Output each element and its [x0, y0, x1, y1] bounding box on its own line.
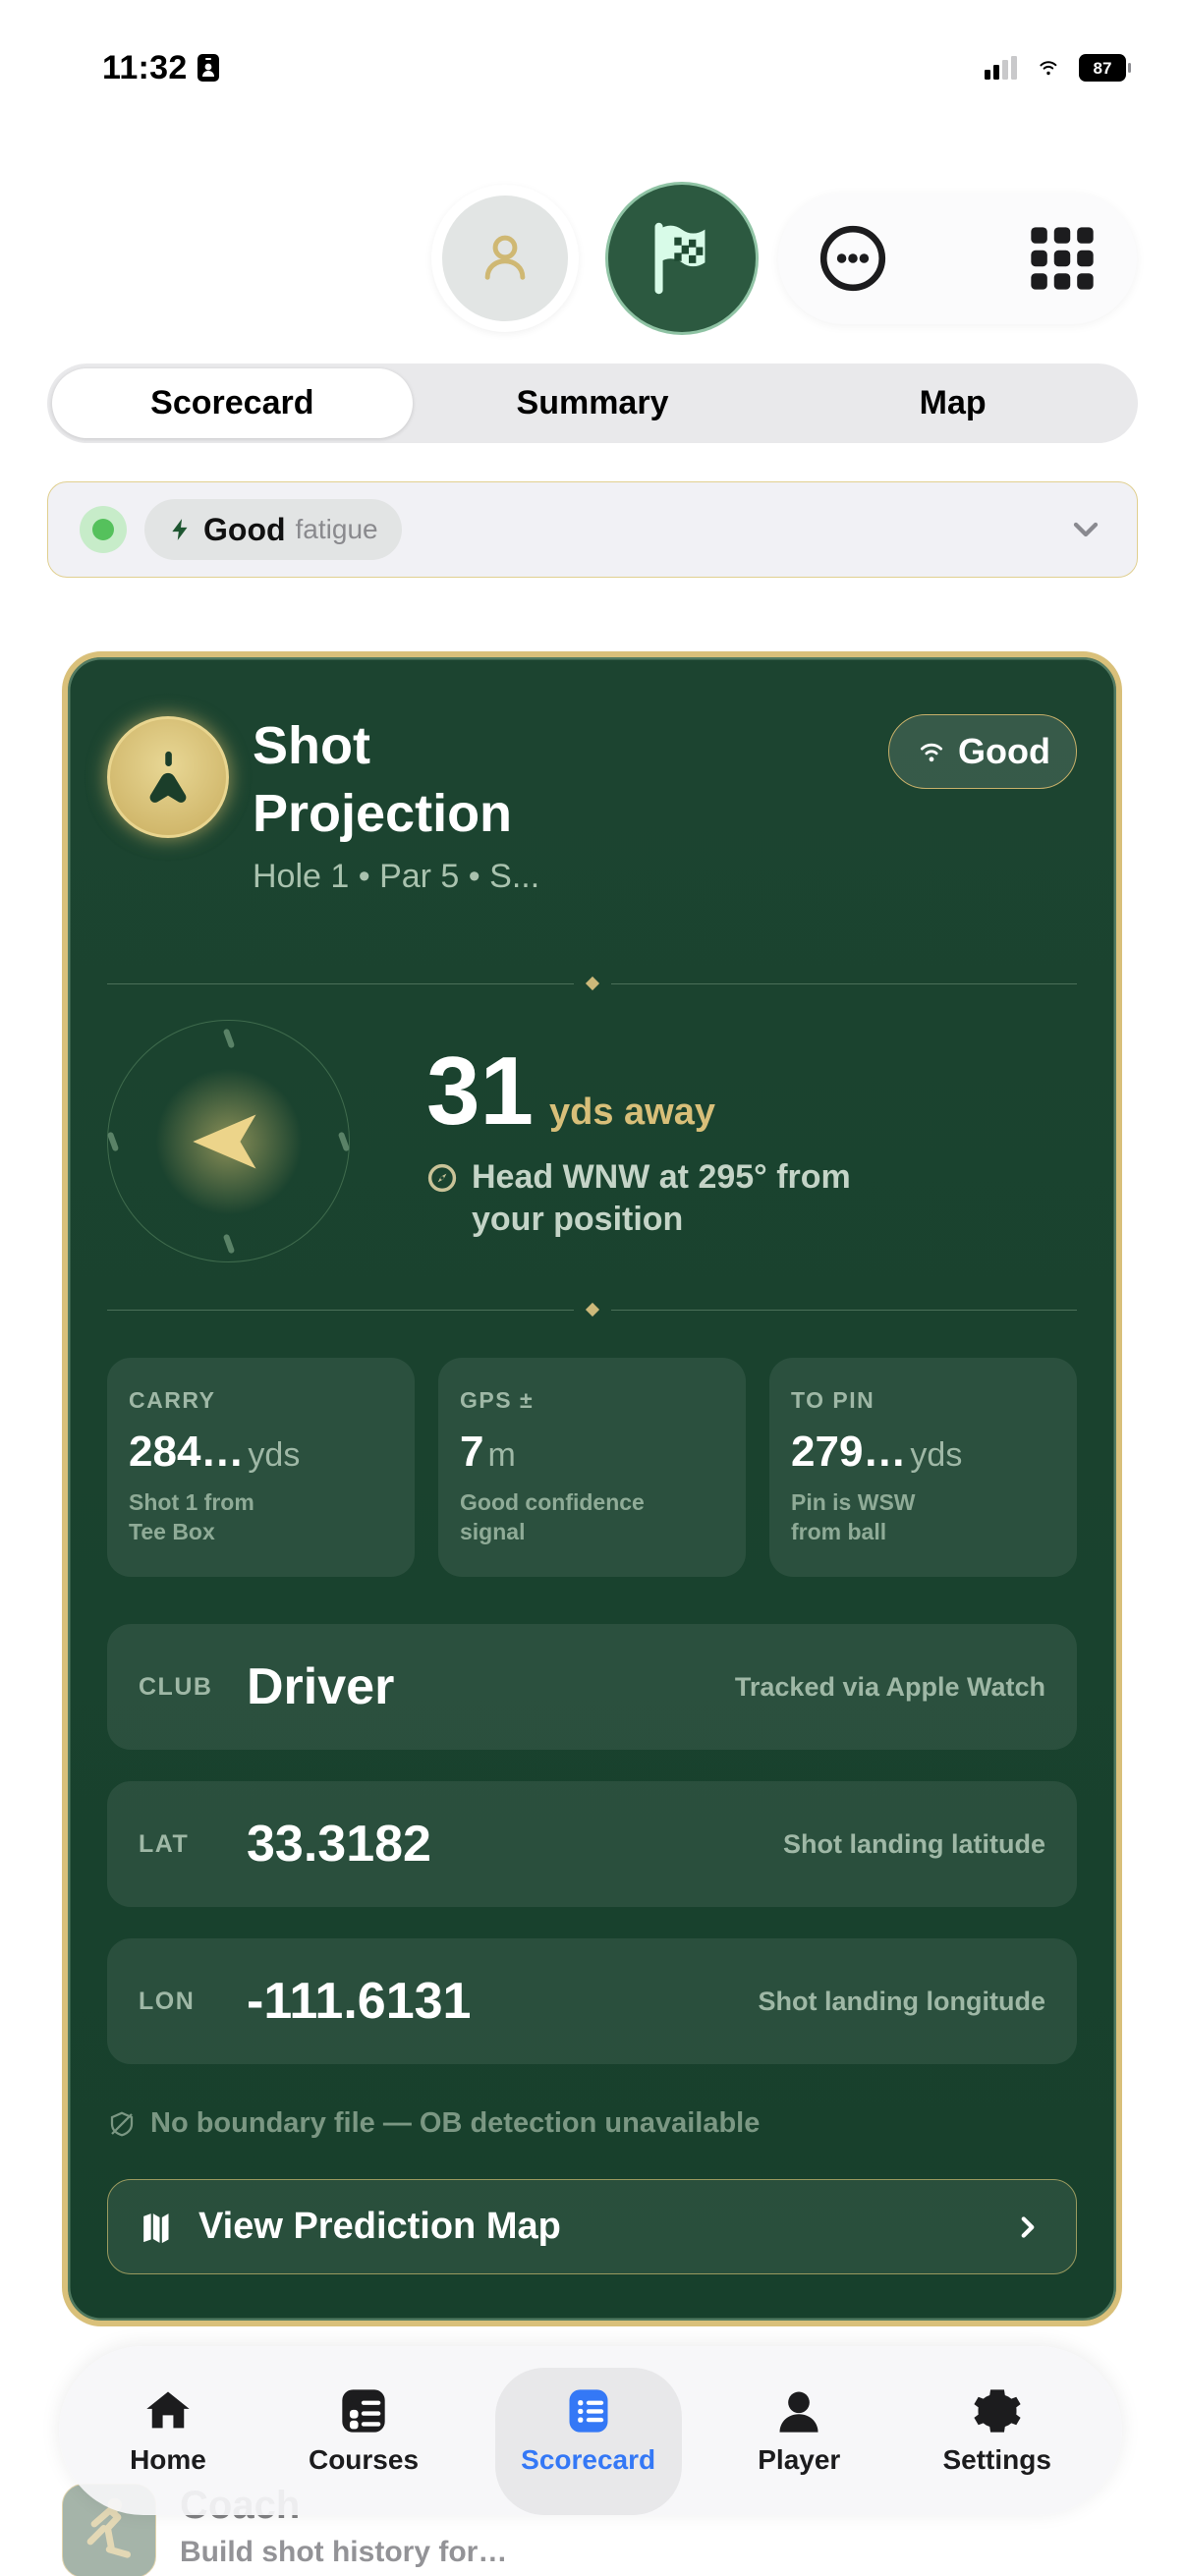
svg-text:87: 87: [1094, 59, 1112, 78]
